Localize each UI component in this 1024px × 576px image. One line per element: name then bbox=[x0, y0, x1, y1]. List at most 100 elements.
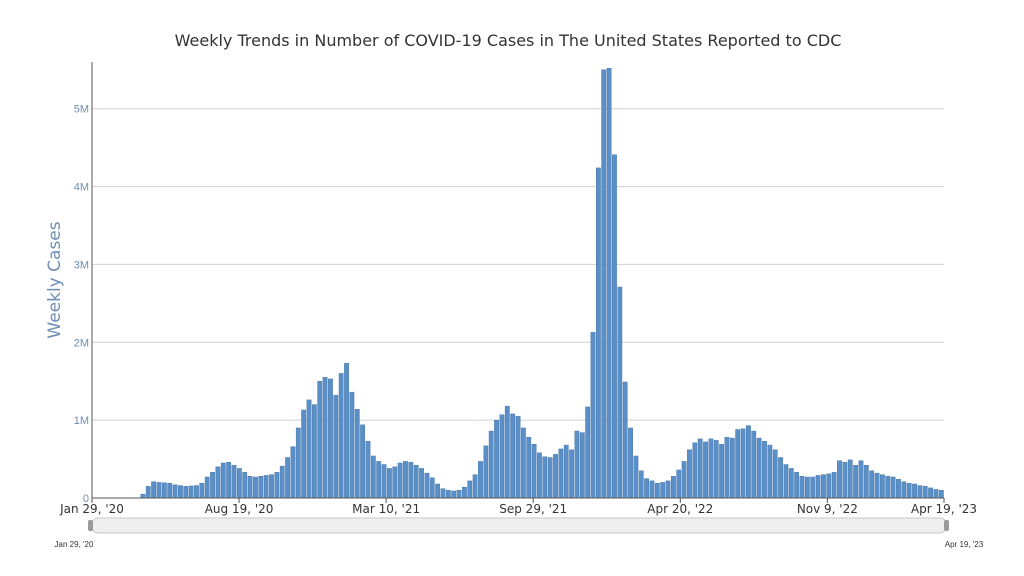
bar[interactable] bbox=[392, 466, 398, 499]
bar[interactable] bbox=[215, 466, 221, 499]
bar[interactable] bbox=[579, 432, 585, 499]
bar[interactable] bbox=[204, 476, 210, 499]
bar[interactable] bbox=[767, 444, 773, 499]
bar[interactable] bbox=[333, 395, 339, 499]
bar[interactable] bbox=[756, 437, 762, 499]
bar[interactable] bbox=[729, 437, 735, 499]
bar[interactable] bbox=[746, 425, 751, 499]
range-navigator[interactable]: Jan 29, '20 Apr 19, '23 bbox=[55, 517, 984, 549]
bar[interactable] bbox=[344, 363, 349, 499]
bar[interactable] bbox=[520, 427, 526, 499]
bar[interactable] bbox=[638, 470, 644, 499]
bar[interactable] bbox=[724, 437, 730, 499]
bar[interactable] bbox=[483, 445, 489, 499]
bar[interactable] bbox=[408, 461, 414, 499]
bar[interactable] bbox=[220, 462, 226, 499]
bar[interactable] bbox=[788, 468, 794, 499]
bar[interactable] bbox=[354, 409, 360, 499]
navigator-handle-right[interactable] bbox=[944, 520, 949, 531]
bar[interactable] bbox=[210, 472, 215, 499]
bar[interactable] bbox=[644, 478, 649, 499]
bar[interactable] bbox=[687, 449, 692, 499]
bar[interactable] bbox=[858, 460, 864, 499]
bar[interactable] bbox=[569, 449, 574, 499]
bar[interactable] bbox=[794, 472, 800, 499]
bar[interactable] bbox=[419, 468, 424, 499]
bar[interactable] bbox=[360, 424, 365, 499]
bar[interactable] bbox=[151, 481, 157, 499]
bar[interactable] bbox=[783, 464, 789, 499]
bar[interactable] bbox=[917, 485, 923, 499]
bar[interactable] bbox=[778, 457, 783, 499]
bar[interactable] bbox=[349, 391, 355, 499]
bar[interactable] bbox=[413, 465, 419, 499]
bar[interactable] bbox=[585, 406, 591, 499]
bar[interactable] bbox=[156, 482, 162, 499]
bar[interactable] bbox=[172, 484, 178, 499]
bar[interactable] bbox=[928, 487, 933, 499]
bar[interactable] bbox=[161, 482, 167, 499]
bar[interactable] bbox=[381, 464, 387, 499]
bar[interactable] bbox=[494, 419, 499, 499]
bar[interactable] bbox=[842, 461, 848, 499]
bar[interactable] bbox=[499, 414, 505, 499]
bar[interactable] bbox=[612, 154, 617, 499]
bar[interactable] bbox=[740, 428, 746, 499]
bar[interactable] bbox=[885, 476, 891, 499]
bar[interactable] bbox=[622, 381, 628, 499]
bar[interactable] bbox=[295, 427, 301, 499]
bar[interactable] bbox=[531, 444, 537, 499]
bar[interactable] bbox=[338, 373, 344, 499]
bar[interactable] bbox=[370, 455, 376, 499]
bar[interactable] bbox=[938, 490, 944, 499]
bar[interactable] bbox=[472, 474, 478, 499]
bar[interactable] bbox=[301, 409, 307, 499]
bar[interactable] bbox=[199, 483, 205, 499]
bar[interactable] bbox=[692, 442, 698, 499]
bar[interactable] bbox=[312, 404, 317, 499]
bar[interactable] bbox=[735, 429, 741, 499]
bar[interactable] bbox=[896, 479, 901, 499]
navigator-handle-left[interactable] bbox=[88, 520, 93, 531]
bar[interactable] bbox=[799, 476, 805, 499]
bar[interactable] bbox=[558, 448, 564, 499]
bar[interactable] bbox=[510, 413, 516, 499]
bar[interactable] bbox=[912, 483, 917, 499]
bar[interactable] bbox=[553, 454, 558, 499]
bar[interactable] bbox=[515, 416, 521, 499]
bar[interactable] bbox=[547, 457, 553, 499]
bar[interactable] bbox=[194, 485, 199, 499]
bar[interactable] bbox=[821, 474, 826, 499]
bar[interactable] bbox=[762, 440, 767, 499]
bar[interactable] bbox=[429, 477, 435, 499]
bar[interactable] bbox=[708, 438, 714, 499]
bar[interactable] bbox=[869, 470, 875, 499]
bar[interactable] bbox=[665, 480, 671, 499]
bar[interactable] bbox=[654, 483, 660, 499]
bar[interactable] bbox=[628, 427, 633, 499]
bar[interactable] bbox=[258, 476, 264, 499]
bar[interactable] bbox=[697, 438, 703, 499]
bar[interactable] bbox=[660, 482, 666, 499]
bar[interactable] bbox=[901, 481, 907, 499]
bar[interactable] bbox=[649, 480, 655, 499]
bar[interactable] bbox=[242, 472, 248, 499]
bar[interactable] bbox=[847, 459, 853, 499]
bar[interactable] bbox=[826, 473, 832, 499]
bar[interactable] bbox=[387, 468, 392, 499]
bar[interactable] bbox=[810, 476, 816, 499]
bar[interactable] bbox=[633, 455, 639, 499]
bar[interactable] bbox=[397, 462, 403, 499]
bar[interactable] bbox=[526, 437, 532, 499]
bar[interactable] bbox=[815, 475, 821, 499]
bar[interactable] bbox=[890, 476, 896, 499]
bar[interactable] bbox=[435, 483, 441, 499]
bar[interactable] bbox=[445, 490, 451, 499]
bar[interactable] bbox=[269, 474, 274, 499]
bar[interactable] bbox=[167, 483, 173, 499]
bar[interactable] bbox=[713, 440, 719, 499]
bar[interactable] bbox=[140, 493, 146, 499]
bar-series[interactable] bbox=[140, 68, 944, 499]
bar[interactable] bbox=[328, 378, 333, 499]
